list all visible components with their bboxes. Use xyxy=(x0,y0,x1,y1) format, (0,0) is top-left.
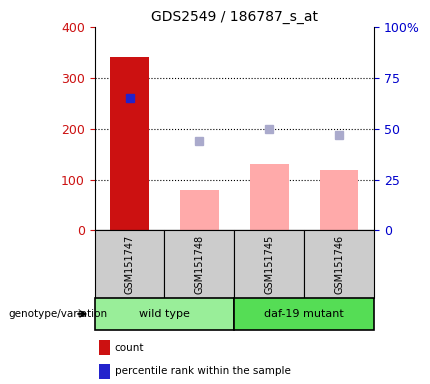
Text: GSM151745: GSM151745 xyxy=(264,234,274,294)
Text: daf-19 mutant: daf-19 mutant xyxy=(264,309,344,319)
Text: wild type: wild type xyxy=(139,309,190,319)
Text: GSM151748: GSM151748 xyxy=(194,235,204,293)
Text: percentile rank within the sample: percentile rank within the sample xyxy=(115,366,291,376)
Bar xyxy=(180,190,218,230)
Text: GSM151746: GSM151746 xyxy=(334,235,344,293)
Bar xyxy=(250,164,289,230)
Text: GSM151747: GSM151747 xyxy=(125,234,135,294)
Bar xyxy=(111,58,149,230)
Text: genotype/variation: genotype/variation xyxy=(9,309,108,319)
Bar xyxy=(320,170,358,230)
Title: GDS2549 / 186787_s_at: GDS2549 / 186787_s_at xyxy=(151,10,318,25)
Text: count: count xyxy=(115,343,144,353)
